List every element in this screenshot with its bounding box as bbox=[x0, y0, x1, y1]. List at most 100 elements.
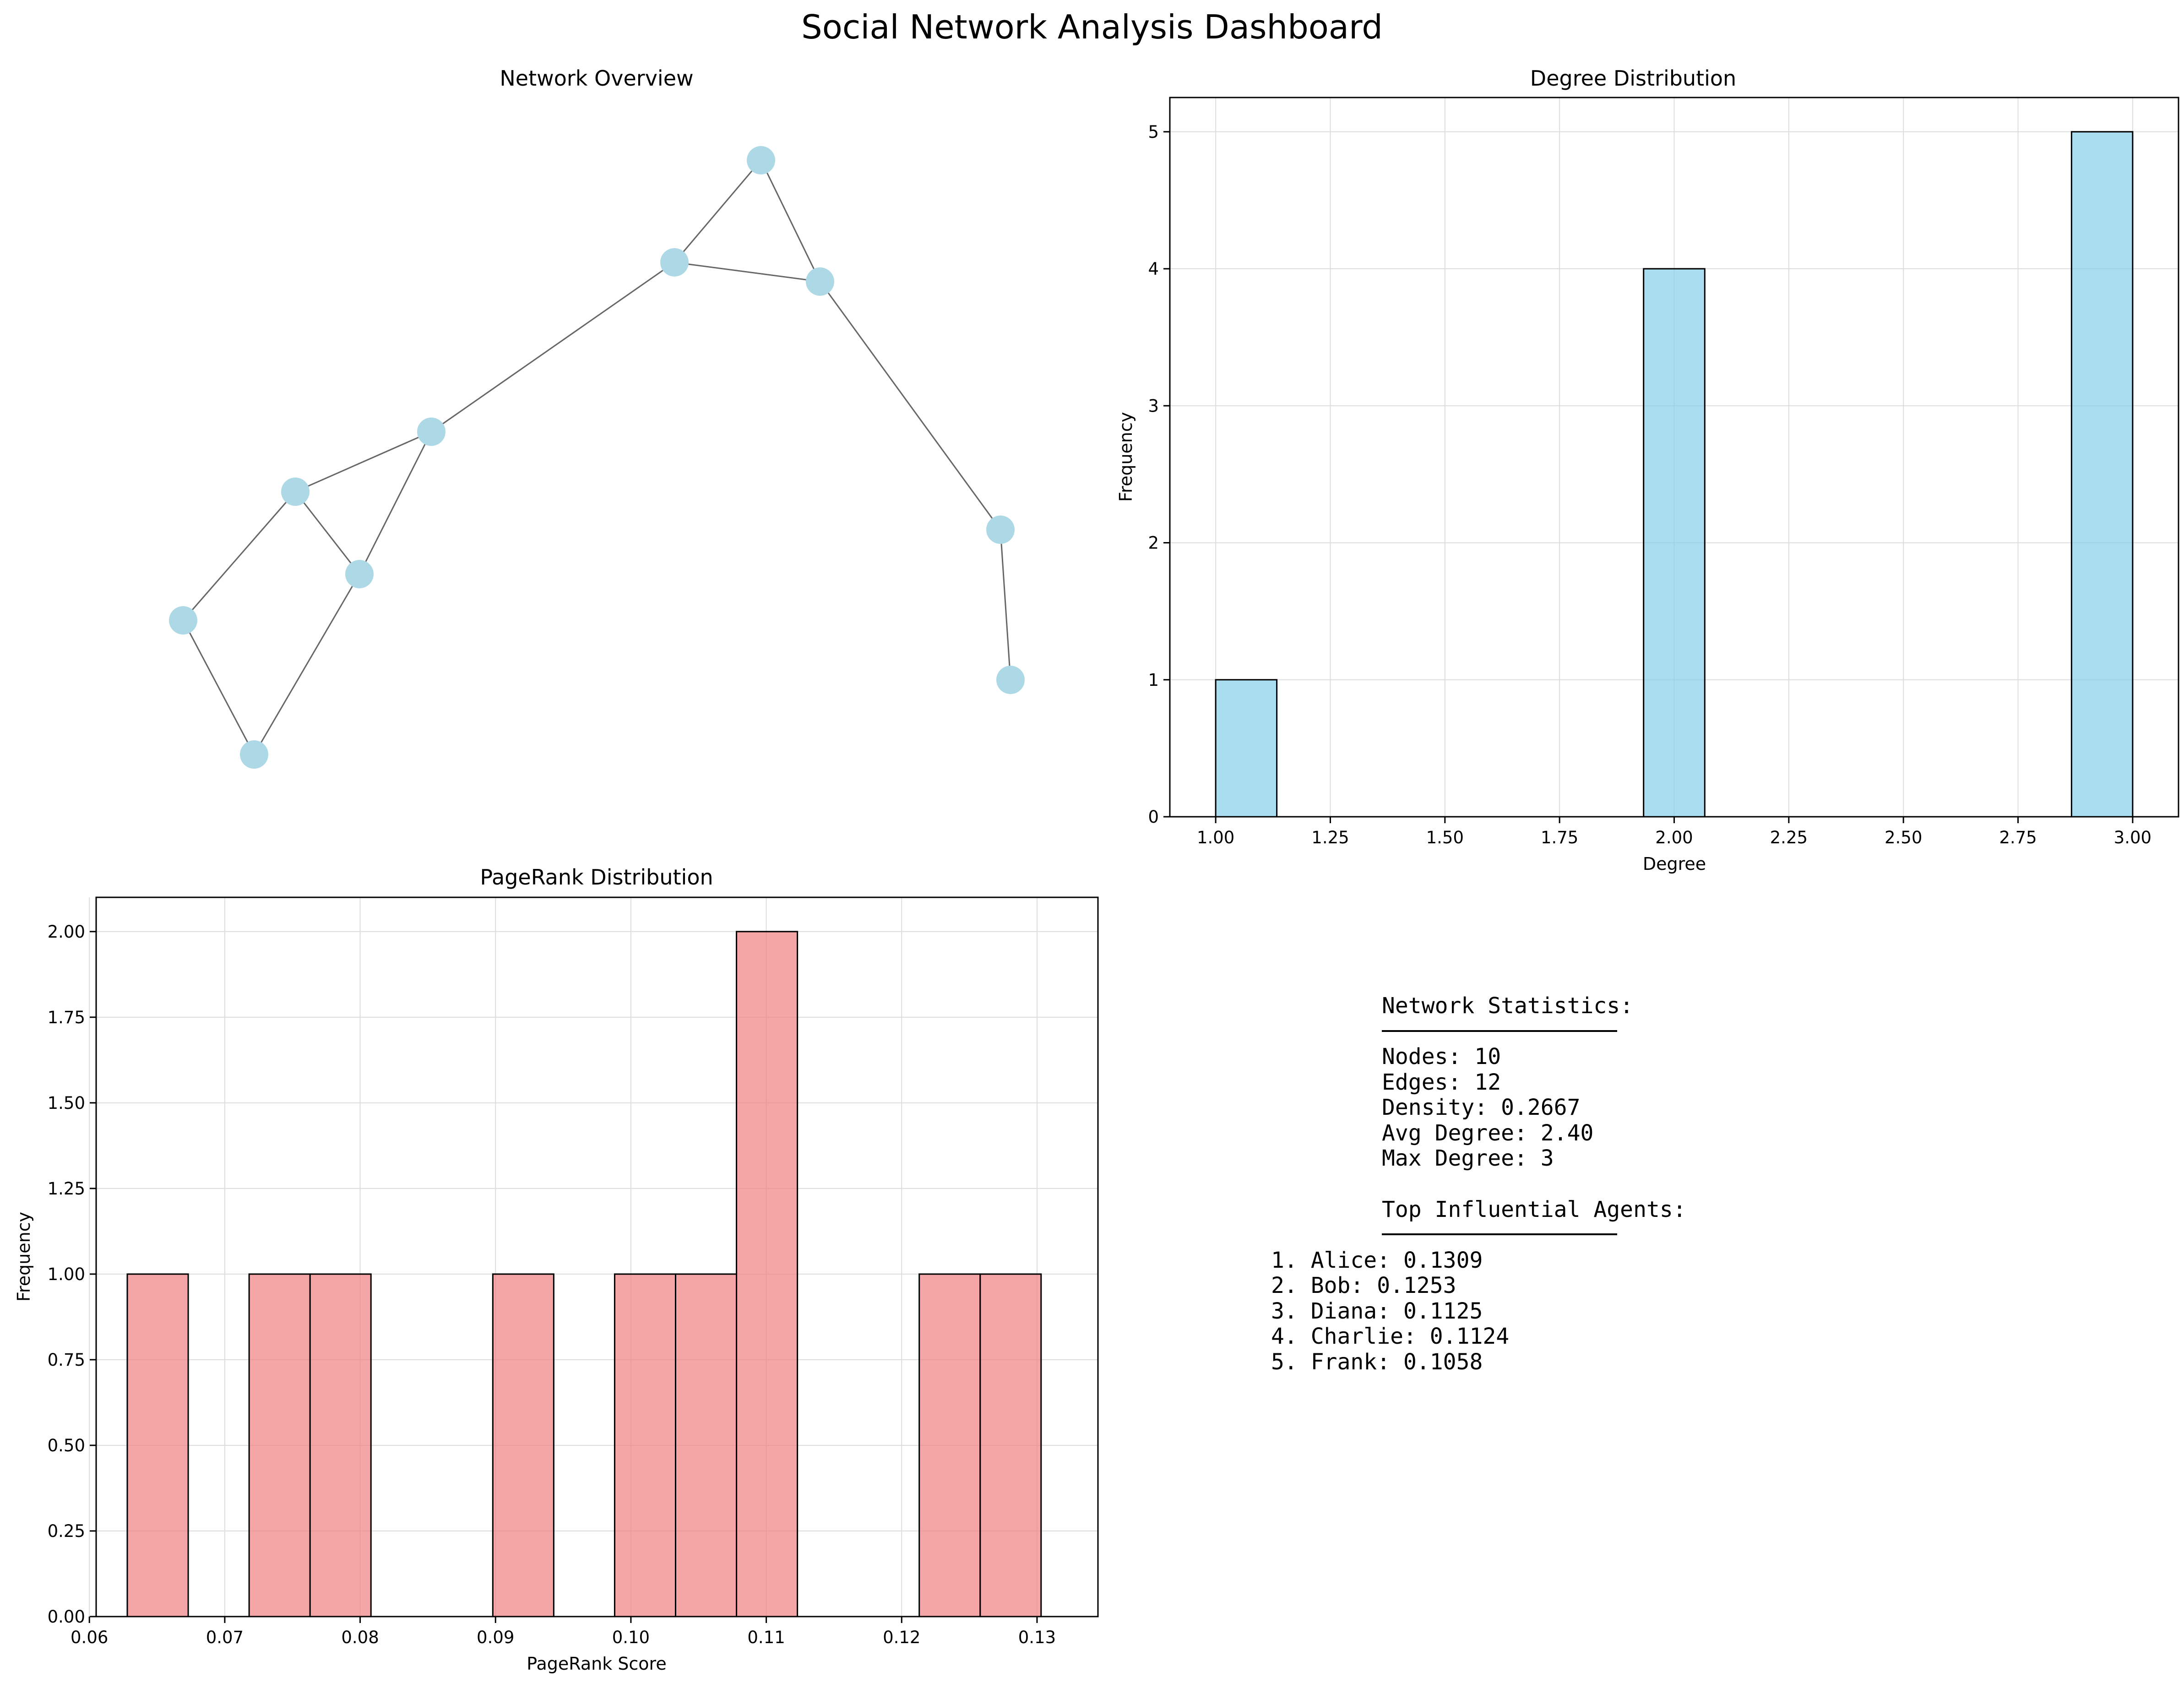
pagerank-y-ticks: 0.00 0.25 0.50 0.75 1.00 1.25 1.50 1.75 2.00 bbox=[48, 922, 96, 1627]
degree-y-tick-label-3: 2 bbox=[1148, 533, 1159, 553]
degree-y-tick-label-6: 5 bbox=[1148, 122, 1159, 142]
stat-nodes: Nodes: 10 bbox=[1382, 1044, 1501, 1069]
degree-bars bbox=[1215, 131, 2134, 818]
stat-max-degree: Max Degree: 3 bbox=[1382, 1145, 1554, 1171]
network-edge-2 bbox=[760, 160, 821, 282]
pagerank-distribution-title: PageRank Distribution bbox=[480, 865, 713, 890]
degree-distribution-panel: Degree Distribution 1.00 1.25 1.50 1.75 2.00… bbox=[1116, 66, 2179, 874]
degree-y-tick-label-1: 0 bbox=[1148, 807, 1159, 827]
network-edge-8 bbox=[182, 491, 296, 621]
degree-x-tick-label-2: 1.25 bbox=[1311, 828, 1349, 847]
pagerank-x-ticks: 0.06 0.07 0.08 0.09 0.10 0.11 0.12 0.13 bbox=[71, 1617, 1056, 1647]
network-node-3 bbox=[806, 267, 834, 296]
degree-x-tick-label-5: 2.00 bbox=[1655, 828, 1693, 847]
pagerank-bar-5 bbox=[614, 1273, 676, 1617]
stats-header: Network Statistics: bbox=[1382, 993, 1633, 1019]
degree-y-tick-label-5: 4 bbox=[1148, 259, 1159, 279]
pagerank-bar-2 bbox=[248, 1273, 311, 1617]
pagerank-plot-frame bbox=[95, 896, 1099, 1617]
degree-x-tick-label-3: 1.50 bbox=[1426, 828, 1464, 847]
top-agent-1: 1. Alice: 0.1309 bbox=[1271, 1248, 1483, 1273]
pagerank-bar-9 bbox=[979, 1273, 1042, 1617]
top-agents-header: Top Influential Agents: bbox=[1382, 1197, 1686, 1222]
degree-x-tick-label-9: 3.00 bbox=[2114, 828, 2151, 847]
degree-y-label: Frequency bbox=[1116, 412, 1136, 502]
degree-x-tick-label-6: 2.25 bbox=[1770, 828, 1808, 847]
pagerank-x-tick-label-4: 0.09 bbox=[477, 1628, 514, 1647]
network-edge-9 bbox=[182, 620, 255, 755]
pagerank-x-tick-label-1: 0.06 bbox=[71, 1628, 108, 1647]
network-edge-7 bbox=[294, 491, 360, 575]
pagerank-y-tick-label-3: 0.50 bbox=[48, 1436, 85, 1455]
pagerank-bar-4 bbox=[492, 1273, 554, 1617]
pagerank-y-tick-label-8: 1.75 bbox=[48, 1008, 85, 1027]
network-statistics-panel: Network Statistics: Nodes: 10 Edges: 12 … bbox=[1271, 993, 1686, 1375]
pagerank-x-tick-label-6: 0.11 bbox=[747, 1628, 785, 1647]
network-node-8 bbox=[240, 740, 268, 769]
network-node-6 bbox=[345, 560, 374, 588]
network-edge-10 bbox=[253, 574, 360, 755]
network-node-9 bbox=[986, 516, 1015, 544]
network-overview-title: Network Overview bbox=[500, 66, 693, 91]
pagerank-y-tick-label-1: 0.00 bbox=[48, 1607, 85, 1627]
top-agent-4: 4. Charlie: 0.1124 bbox=[1271, 1324, 1509, 1349]
degree-y-tick-label-2: 1 bbox=[1148, 670, 1159, 690]
network-edge-4 bbox=[431, 261, 675, 433]
degree-x-tick-label-8: 2.75 bbox=[1999, 828, 2037, 847]
top-agent-5: 5. Frank: 0.1058 bbox=[1271, 1349, 1483, 1375]
pagerank-y-tick-label-2: 0.25 bbox=[48, 1521, 85, 1541]
pagerank-x-label: PageRank Score bbox=[527, 1654, 666, 1674]
network-node-10 bbox=[996, 666, 1025, 694]
pagerank-x-tick-label-2: 0.07 bbox=[206, 1628, 244, 1647]
pagerank-bar-7 bbox=[736, 931, 799, 1617]
network-node-1 bbox=[747, 146, 775, 174]
pagerank-x-tick-label-3: 0.08 bbox=[341, 1628, 379, 1647]
pagerank-x-tick-label-8: 0.13 bbox=[1018, 1628, 1056, 1647]
network-edge-1 bbox=[674, 160, 762, 263]
pagerank-x-tick-label-5: 0.10 bbox=[612, 1628, 650, 1647]
network-edges bbox=[182, 160, 1011, 755]
network-edge-11 bbox=[819, 281, 1001, 530]
network-edge-3 bbox=[674, 261, 820, 282]
pagerank-bar-6 bbox=[674, 1273, 738, 1617]
pagerank-distribution-panel: PageRank Distribution 0.06 0.07 0.08 0.09 0.… bbox=[14, 865, 1099, 1674]
stat-avg-degree: Avg Degree: 2.40 bbox=[1382, 1120, 1593, 1146]
degree-distribution-title: Degree Distribution bbox=[1530, 66, 1736, 91]
degree-x-ticks: 1.00 1.25 1.50 1.75 2.00 2.25 2.50 2.75 3.00 bbox=[1197, 817, 2151, 847]
pagerank-y-label: Frequency bbox=[14, 1212, 34, 1302]
network-node-5 bbox=[281, 478, 310, 506]
pagerank-bar-1 bbox=[126, 1273, 189, 1617]
network-edge-5 bbox=[295, 431, 432, 493]
top-agent-2: 2. Bob: 0.1253 bbox=[1271, 1273, 1456, 1298]
pagerank-y-tick-label-9: 2.00 bbox=[48, 922, 85, 942]
pagerank-y-tick-label-4: 0.75 bbox=[48, 1350, 85, 1370]
pagerank-bar-3 bbox=[309, 1273, 372, 1617]
network-overview-panel: Network Overview bbox=[169, 66, 1025, 769]
pagerank-bars bbox=[126, 931, 1042, 1617]
pagerank-y-tick-label-6: 1.25 bbox=[48, 1179, 85, 1199]
pagerank-bar-8 bbox=[918, 1273, 981, 1617]
degree-x-label: Degree bbox=[1643, 854, 1706, 874]
degree-x-tick-label-7: 2.50 bbox=[1885, 828, 1922, 847]
degree-bar-1 bbox=[1215, 679, 1278, 818]
network-edge-12 bbox=[1000, 529, 1011, 680]
degree-x-tick-label-1: 1.00 bbox=[1197, 828, 1234, 847]
network-edge-6 bbox=[359, 431, 432, 575]
pagerank-x-tick-label-7: 0.12 bbox=[883, 1628, 920, 1647]
network-nodes bbox=[169, 146, 1025, 769]
stat-density: Density: 0.2667 bbox=[1382, 1095, 1580, 1120]
degree-bar-2 bbox=[1643, 268, 1706, 818]
pagerank-y-tick-label-5: 1.00 bbox=[48, 1265, 85, 1284]
network-node-4 bbox=[417, 418, 445, 446]
degree-bar-3 bbox=[2070, 131, 2134, 818]
degree-y-ticks: 0 1 2 3 4 5 bbox=[1148, 122, 1170, 827]
network-node-2 bbox=[660, 248, 689, 277]
network-node-7 bbox=[169, 606, 197, 635]
top-agent-3: 3. Diana: 0.1125 bbox=[1271, 1298, 1483, 1324]
degree-y-tick-label-4: 3 bbox=[1148, 396, 1159, 416]
pagerank-y-tick-label-7: 1.50 bbox=[48, 1093, 85, 1113]
figure-title: Social Network Analysis Dashboard bbox=[801, 8, 1383, 46]
stat-edges: Edges: 12 bbox=[1382, 1069, 1501, 1095]
degree-x-tick-label-4: 1.75 bbox=[1541, 828, 1578, 847]
